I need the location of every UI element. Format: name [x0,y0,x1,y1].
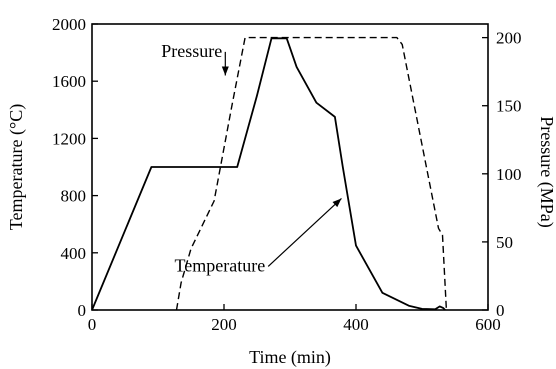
tick-labels-layer: 0 200 400 600040080012001600200005010015020… [52,15,522,334]
annotation-label-pressure: Pressure [161,41,222,61]
x-tick-label-0: 0 [88,315,97,334]
y-left-tick-label-2: 800 [61,187,87,206]
annotation-arrowhead-temperature [332,198,342,208]
plot-frame [91,23,489,311]
series-line-temperature [91,37,446,311]
annotation-layer: Pressure Temperature [161,41,342,275]
y-left-tick-label-0: 0 [78,301,87,320]
y-right-tick-label-0: 0 [496,301,505,320]
x-tick-label-1: 200 [211,315,237,334]
y-right-tick-label-3: 150 [496,97,522,116]
y-right-tick-label-4: 200 [496,29,522,48]
y-axis-left-title: Temperature (°C) [6,104,27,230]
y-left-tick-label-4: 1600 [52,72,86,91]
y-left-tick-label-3: 1200 [52,129,86,148]
y-left-tick-label-5: 2000 [52,15,86,34]
x-tick-label-3: 600 [475,315,501,334]
series-line-pressure [175,36,448,311]
annotation-arrowhead-pressure [221,66,229,76]
y-right-tick-label-2: 100 [496,165,522,184]
annotation-label-temperature: Temperature [175,255,266,275]
y-left-tick-label-1: 400 [61,244,87,263]
series-layer [91,36,448,311]
y-right-tick-label-1: 50 [496,233,513,252]
x-axis-title: Time (min) [249,347,331,368]
annotation-arrow-temperature [267,198,342,267]
y-axis-right-title: Pressure (MPa) [536,116,556,227]
x-tick-label-2: 400 [343,315,369,334]
